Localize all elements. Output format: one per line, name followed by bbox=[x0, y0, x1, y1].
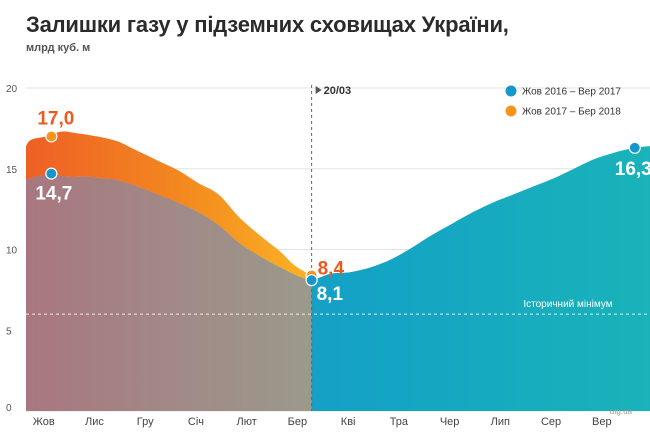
series-areas bbox=[26, 131, 650, 411]
y-tick-5: 5 bbox=[6, 326, 12, 337]
data-point-4 bbox=[628, 141, 641, 154]
legend-marker-0 bbox=[505, 85, 517, 97]
data-label-2: 8,4 bbox=[318, 258, 345, 279]
data-point-3 bbox=[305, 274, 318, 287]
x-tick-7: Тра bbox=[390, 416, 409, 428]
x-tick-6: Кві bbox=[341, 416, 356, 428]
data-point-0 bbox=[45, 130, 58, 143]
chart-subtitle: млрд куб. м bbox=[26, 42, 91, 54]
chart-title: Залишки газу у підземних сховищах Україн… bbox=[26, 12, 509, 37]
legend-label-0: Жов 2016 – Вер 2017 bbox=[522, 87, 621, 98]
y-tick-15: 15 bbox=[6, 165, 18, 176]
x-tick-9: Лип bbox=[491, 416, 510, 428]
y-axis-ticks: 0 5 10 15 20 bbox=[6, 84, 18, 414]
marker-label: 20/03 bbox=[324, 85, 352, 97]
data-label-0: 17,0 bbox=[37, 108, 74, 129]
y-tick-10: 10 bbox=[6, 246, 18, 257]
x-tick-3: Січ bbox=[188, 416, 204, 428]
x-tick-11: Вер bbox=[592, 416, 612, 428]
data-label-4: 16,3 bbox=[615, 159, 650, 180]
reference-line-label: Історичний мінімум bbox=[523, 299, 612, 310]
y-tick-0: 0 bbox=[6, 403, 12, 414]
x-tick-4: Лют bbox=[237, 416, 257, 428]
x-tick-10: Сер bbox=[541, 416, 561, 428]
marker-arrow-icon bbox=[315, 86, 322, 94]
data-label-1: 14,7 bbox=[35, 184, 72, 205]
chart-legend: Жов 2016 – Вер 2017 Жов 2017 – Бер 2018 bbox=[505, 85, 621, 118]
watermark: utg.ua bbox=[610, 407, 633, 416]
x-tick-5: Бер bbox=[288, 416, 307, 428]
chart-overlay: Історичний мінімум 20/03 17,0 14,7 8,4 8,1 16,… bbox=[26, 85, 650, 411]
x-axis-ticks: Жов Лис Гру Січ Лют Бер Кві Тра Чер Лип Сер Вер bbox=[33, 416, 612, 428]
y-tick-20: 20 bbox=[6, 84, 18, 95]
legend-marker-1 bbox=[505, 105, 517, 117]
x-tick-8: Чер bbox=[440, 416, 460, 428]
series-area-2017-2018 bbox=[26, 131, 312, 281]
data-point-1 bbox=[45, 167, 58, 180]
legend-label-1: Жов 2017 – Бер 2018 bbox=[522, 107, 621, 118]
x-tick-2: Гру bbox=[137, 416, 154, 428]
x-tick-0: Жов bbox=[33, 416, 55, 428]
x-tick-1: Лис bbox=[85, 416, 104, 428]
data-label-3: 8,1 bbox=[317, 284, 344, 305]
series-overlap-area bbox=[26, 173, 312, 411]
